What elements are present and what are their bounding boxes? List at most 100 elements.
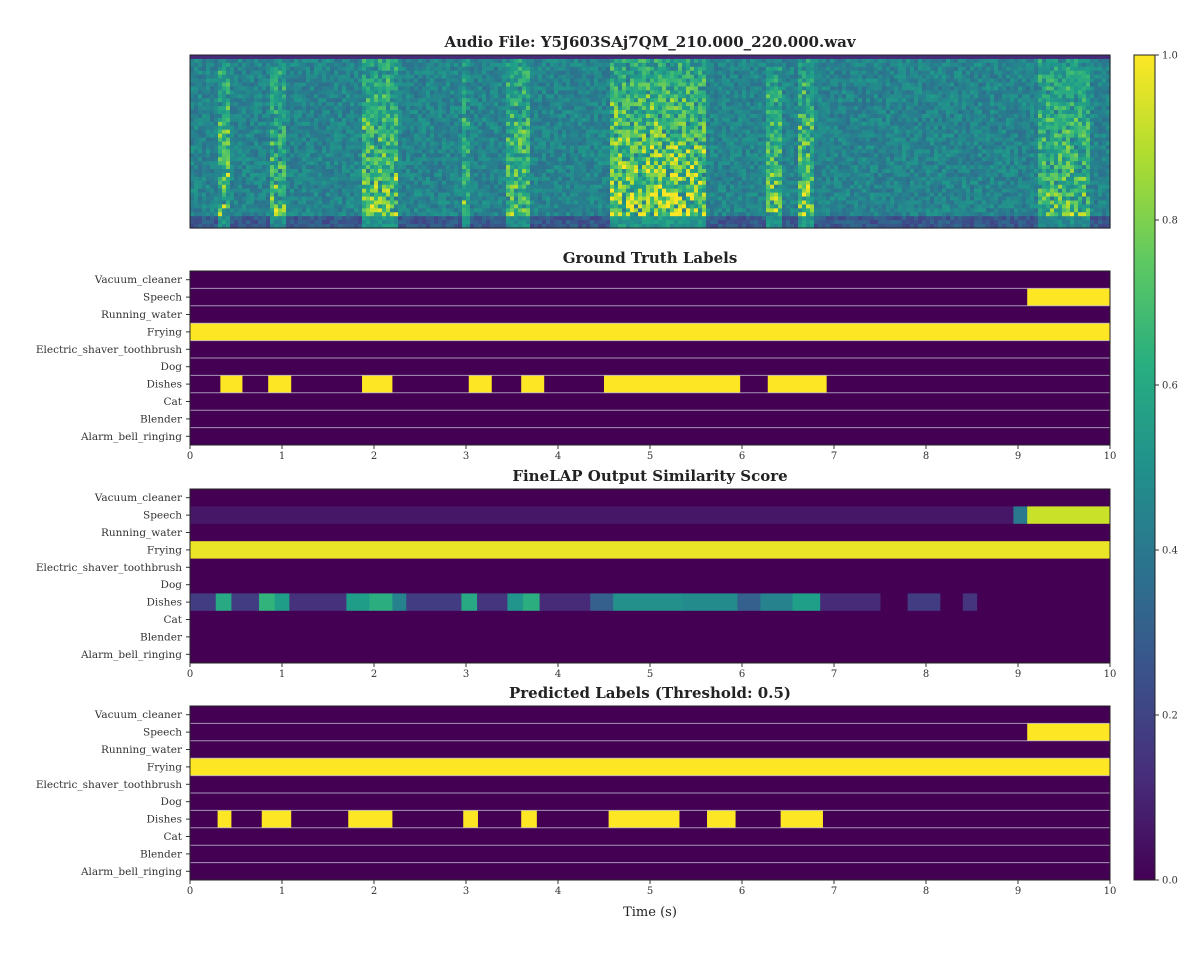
spectrogram-cell xyxy=(346,180,351,186)
spectrogram-cell xyxy=(602,74,607,80)
spectrogram-cell xyxy=(286,200,291,206)
spectrogram-cell xyxy=(558,176,563,182)
spectrogram-cell xyxy=(302,121,307,127)
spectrogram-cell xyxy=(574,58,579,64)
spectrogram-cell xyxy=(474,176,479,182)
spectrogram-cell xyxy=(266,62,271,68)
spectrogram-cell xyxy=(522,149,527,154)
spectrogram-cell xyxy=(514,180,519,186)
spectrogram-cell xyxy=(594,66,599,72)
spectrogram-cell xyxy=(550,102,555,107)
spectrogram-cell xyxy=(590,200,595,206)
spectrogram-cell xyxy=(242,176,247,182)
spectrogram-cell xyxy=(222,216,227,221)
spectrogram-cell xyxy=(614,224,619,229)
spectrogram-cell xyxy=(614,121,619,127)
spectrogram-cell xyxy=(498,153,503,158)
spectrogram-cell xyxy=(606,102,611,107)
spectrogram-cell xyxy=(334,137,339,143)
spectrogram-cell xyxy=(594,204,599,209)
spectrogram-cell xyxy=(318,106,323,111)
spectrogram-cell xyxy=(338,78,343,84)
spectrogram-cell xyxy=(510,113,515,119)
spectrogram-cell xyxy=(438,192,443,198)
spectrogram-cell xyxy=(278,66,283,72)
spectrogram-cell xyxy=(222,208,227,213)
spectrogram-cell xyxy=(250,133,255,139)
spectrogram-cell xyxy=(302,106,307,111)
spectrogram-cell xyxy=(454,137,459,143)
spectrogram-cell xyxy=(262,208,267,213)
spectrogram-cell xyxy=(462,102,467,107)
spectrogram-cell xyxy=(542,212,547,217)
spectrogram-cell xyxy=(418,78,423,84)
spectrogram-cell xyxy=(286,74,291,80)
spectrogram-cell xyxy=(358,200,363,206)
spectrogram-cell xyxy=(382,216,387,221)
spectrogram-cell xyxy=(546,78,551,84)
spectrogram-cell xyxy=(266,82,271,88)
spectrogram-cell xyxy=(518,169,523,174)
spectrogram-cell xyxy=(198,220,203,225)
spectrogram-cell xyxy=(394,184,399,190)
spectrogram-cell xyxy=(202,165,207,170)
spectrogram-cell xyxy=(566,165,571,170)
spectrogram-cell xyxy=(214,172,219,178)
spectrogram-cell xyxy=(362,55,367,60)
spectrogram-cell xyxy=(410,141,415,147)
spectrogram-cell xyxy=(486,157,491,162)
spectrogram-cell xyxy=(498,62,503,68)
spectrogram-cell xyxy=(550,169,555,174)
spectrogram-cell xyxy=(534,74,539,80)
spectrogram-cell xyxy=(298,184,303,190)
spectrogram-cell xyxy=(562,149,567,154)
spectrogram-cell xyxy=(326,176,331,182)
spectrogram-cell xyxy=(562,153,567,158)
spectrogram-cell xyxy=(254,192,259,198)
spectrogram-cell xyxy=(370,133,375,139)
spectrogram-cell xyxy=(262,82,267,88)
spectrogram-cell xyxy=(302,208,307,213)
spectrogram-cell xyxy=(282,200,287,206)
spectrogram-cell xyxy=(614,192,619,198)
spectrogram-cell xyxy=(598,102,603,107)
spectrogram-cell xyxy=(298,133,303,139)
spectrogram-cell xyxy=(610,184,615,190)
spectrogram-cell xyxy=(446,212,451,217)
spectrogram-cell xyxy=(466,145,471,150)
spectrogram-cell xyxy=(542,106,547,111)
spectrogram-cell xyxy=(574,113,579,119)
spectrogram-cell xyxy=(290,200,295,206)
spectrogram-cell xyxy=(246,165,251,170)
spectrogram-cell xyxy=(406,55,411,60)
spectrogram-cell xyxy=(194,133,199,139)
spectrogram-cell xyxy=(534,208,539,213)
spectrogram-cell xyxy=(342,200,347,206)
spectrogram-cell xyxy=(342,157,347,162)
spectrogram-cell xyxy=(358,129,363,135)
spectrogram-cell xyxy=(306,212,311,217)
spectrogram-cell xyxy=(266,113,271,119)
spectrogram-cell xyxy=(598,180,603,186)
spectrogram-cell xyxy=(326,188,331,194)
spectrogram-cell xyxy=(474,165,479,170)
spectrogram-cell xyxy=(550,157,555,162)
spectrogram-cell xyxy=(622,133,627,139)
spectrogram-cell xyxy=(638,208,643,213)
spectrogram-cell xyxy=(462,208,467,213)
spectrogram-cell xyxy=(574,86,579,91)
spectrogram-cell xyxy=(614,172,619,178)
spectrogram-cell xyxy=(382,208,387,213)
spectrogram-cell xyxy=(446,224,451,229)
spectrogram-cell xyxy=(574,184,579,190)
spectrogram-cell xyxy=(514,145,519,150)
spectrogram-cell xyxy=(230,192,235,198)
spectrogram-cell xyxy=(454,220,459,225)
spectrogram-cell xyxy=(354,196,359,202)
spectrogram-cell xyxy=(566,141,571,147)
spectrogram-cell xyxy=(386,204,391,209)
spectrogram-cell xyxy=(234,176,239,182)
spectrogram-cell xyxy=(242,58,247,64)
spectrogram-cell xyxy=(506,137,511,143)
spectrogram-cell xyxy=(466,62,471,68)
